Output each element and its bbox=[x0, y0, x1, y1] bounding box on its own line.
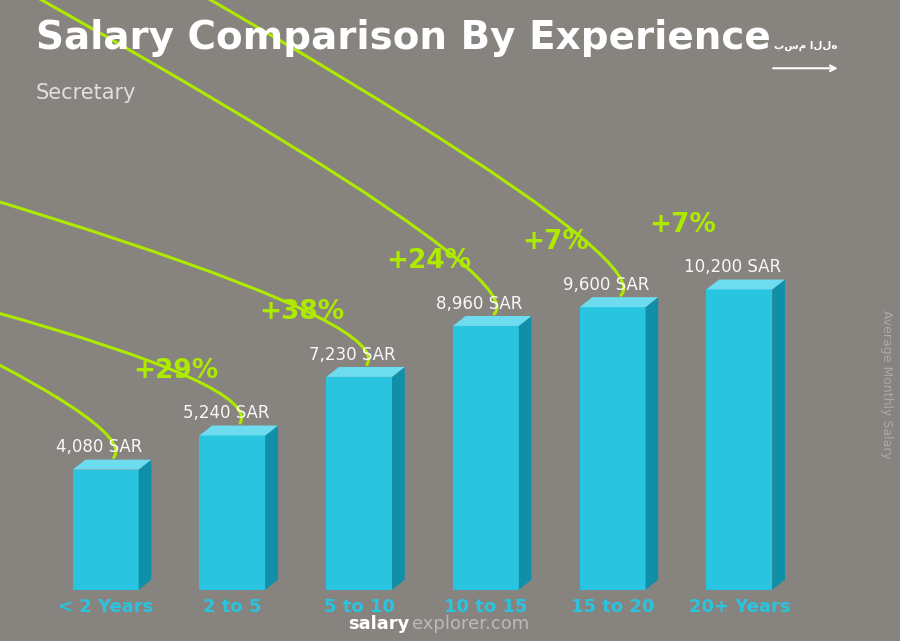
Polygon shape bbox=[392, 367, 405, 590]
Text: 9,600 SAR: 9,600 SAR bbox=[562, 276, 649, 294]
Text: +7%: +7% bbox=[522, 229, 589, 256]
Text: +38%: +38% bbox=[259, 299, 345, 325]
Polygon shape bbox=[139, 460, 151, 590]
Polygon shape bbox=[326, 367, 405, 377]
Polygon shape bbox=[200, 426, 278, 435]
Text: Average Monthly Salary: Average Monthly Salary bbox=[880, 310, 893, 459]
Text: Salary Comparison By Experience: Salary Comparison By Experience bbox=[36, 19, 770, 57]
Bar bbox=[73, 470, 139, 590]
Polygon shape bbox=[706, 279, 785, 290]
Polygon shape bbox=[266, 426, 278, 590]
Text: +29%: +29% bbox=[133, 358, 218, 384]
Text: Secretary: Secretary bbox=[36, 83, 137, 103]
Polygon shape bbox=[772, 279, 785, 590]
Text: 10,200 SAR: 10,200 SAR bbox=[684, 258, 781, 276]
Text: salary: salary bbox=[348, 615, 410, 633]
Bar bbox=[580, 307, 645, 590]
Text: بسم الله: بسم الله bbox=[774, 41, 837, 51]
Polygon shape bbox=[73, 460, 151, 470]
Bar bbox=[200, 435, 266, 590]
Text: +24%: +24% bbox=[386, 248, 472, 274]
Polygon shape bbox=[453, 316, 532, 326]
Polygon shape bbox=[645, 297, 658, 590]
Bar bbox=[453, 326, 518, 590]
Polygon shape bbox=[580, 297, 658, 307]
Text: 4,080 SAR: 4,080 SAR bbox=[56, 438, 142, 456]
Text: explorer.com: explorer.com bbox=[412, 615, 529, 633]
Bar bbox=[706, 290, 772, 590]
Text: 5,240 SAR: 5,240 SAR bbox=[183, 404, 269, 422]
Text: +7%: +7% bbox=[649, 212, 716, 238]
Polygon shape bbox=[518, 316, 532, 590]
Text: 7,230 SAR: 7,230 SAR bbox=[310, 345, 396, 363]
Bar bbox=[326, 377, 392, 590]
Text: 8,960 SAR: 8,960 SAR bbox=[436, 295, 523, 313]
